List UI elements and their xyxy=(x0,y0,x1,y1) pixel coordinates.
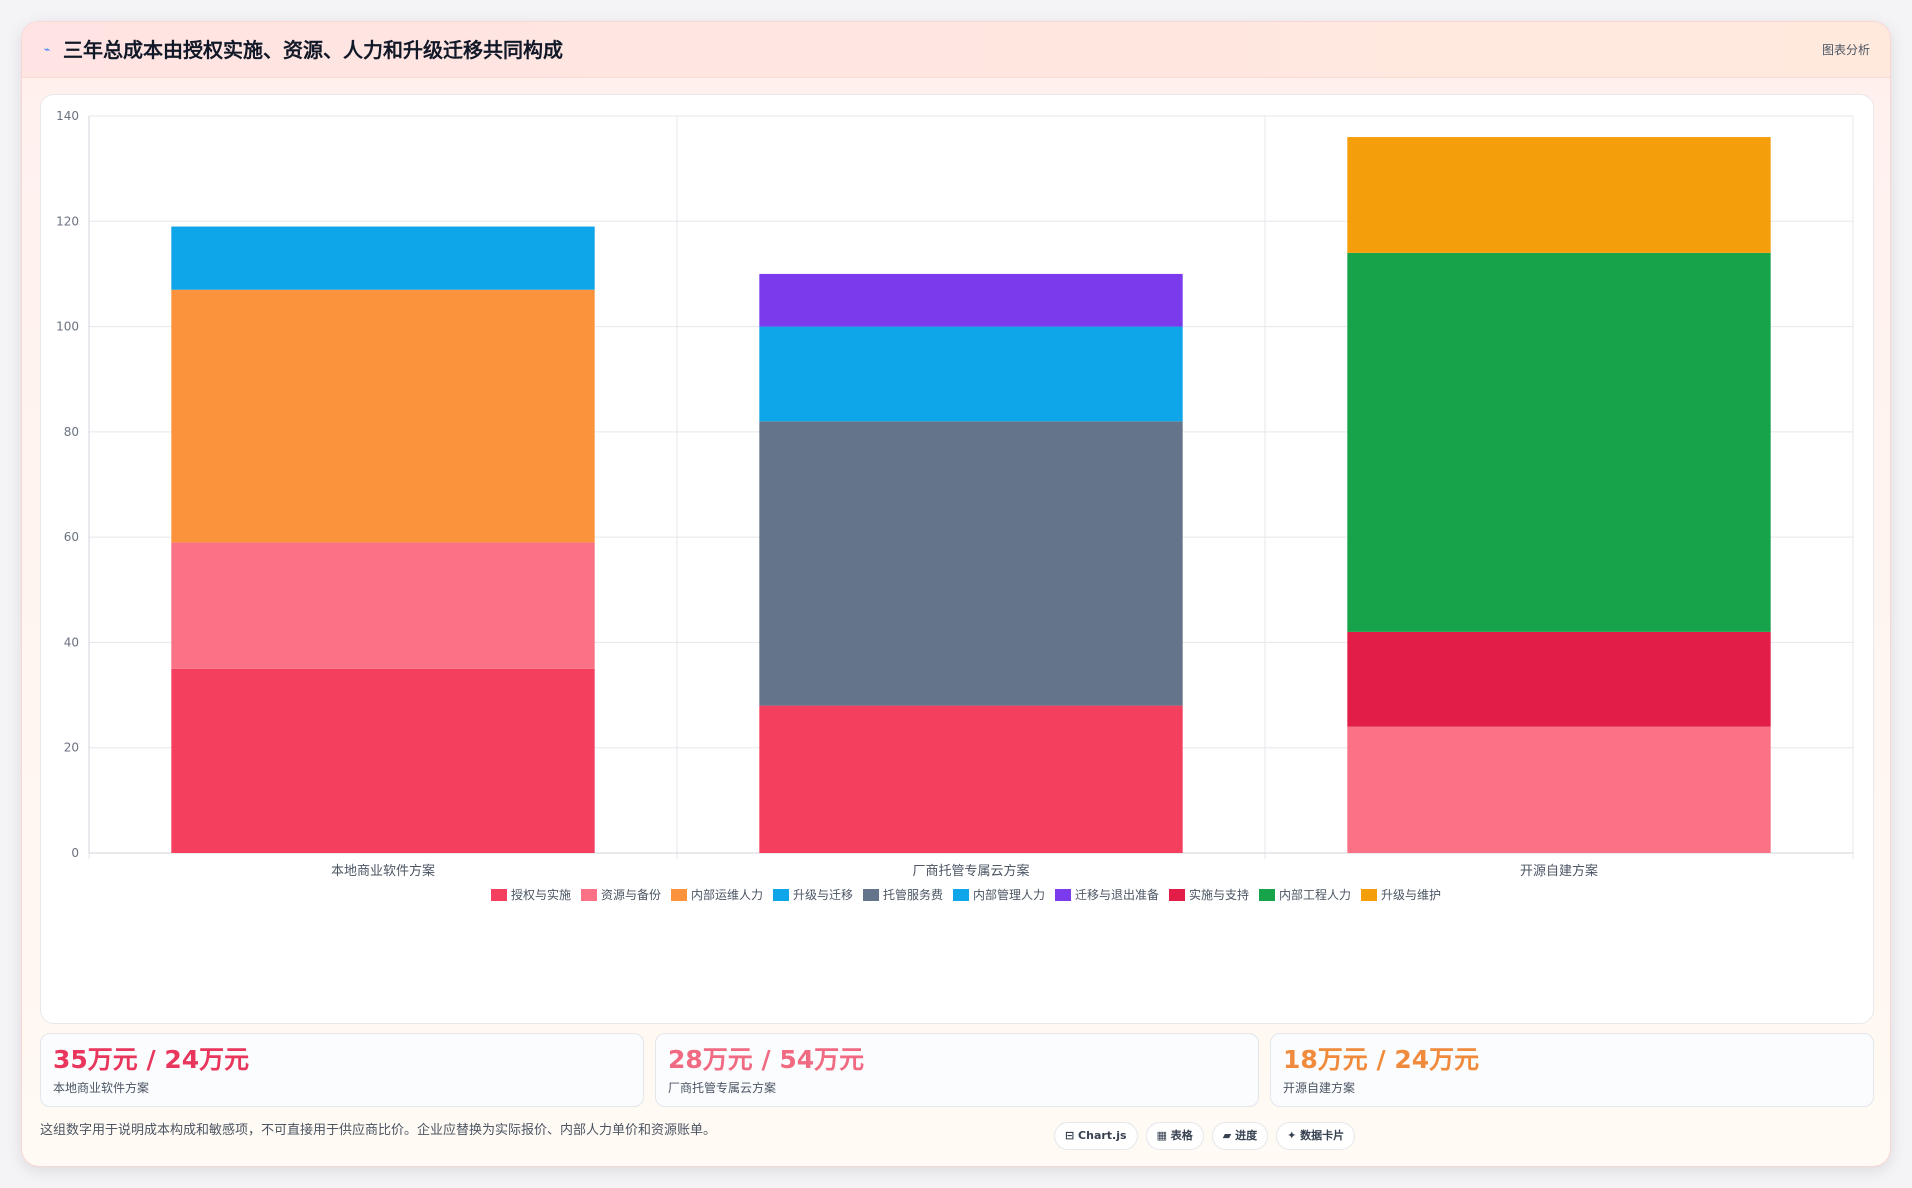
legend-label: 内部运维人力 xyxy=(691,887,763,902)
legend-label: 内部管理人力 xyxy=(973,887,1045,902)
chart-icon: ⌁ xyxy=(43,43,51,56)
stacked-bar-chart: 0 20 40 60 80 100 120 140 本地商业软件方案 厂商托管专属云方案 开源自建方… xyxy=(56,109,1854,902)
x-tick-label: 开源自建方案 xyxy=(1520,863,1598,879)
bar-segment xyxy=(171,289,595,543)
tool-chips: ⊟ Chart.js ▦ 表格 ▰ 进度 ✦ 数据卡片 xyxy=(1054,1122,1356,1150)
kpi-card-2: 28万元 / 54万元 厂商托管专属云方案 xyxy=(655,1033,1259,1107)
card-header: ⌁ 三年总成本由授权实施、资源、人力和升级迁移共同构成 图表分析 xyxy=(22,22,1890,78)
bar-segment xyxy=(759,273,1183,327)
y-tick-label: 100 xyxy=(56,320,79,334)
legend-label: 升级与维护 xyxy=(1381,888,1441,902)
bar-segment xyxy=(171,668,595,853)
legend-label: 实施与支持 xyxy=(1189,887,1249,902)
footnote: 这组数字用于说明成本构成和敏感项，不可直接用于供应商比价。企业应替换为实际报价、… xyxy=(40,1123,717,1138)
bar-segment xyxy=(1347,631,1771,727)
legend-label: 托管服务费 xyxy=(883,887,943,902)
dashboard-card: ⌁ 三年总成本由授权实施、资源、人力和升级迁移共同构成 图表分析 0 20 40 60… xyxy=(21,21,1891,1167)
kpi-row: 35万元 / 24万元 本地商业软件方案 28万元 / 54万元 厂商托管专属云… xyxy=(40,1033,1874,1107)
legend-swatch xyxy=(581,889,597,901)
legend-swatch xyxy=(1055,889,1071,901)
bar-segment xyxy=(1347,252,1771,632)
y-tick-label: 120 xyxy=(56,214,79,228)
legend-swatch xyxy=(773,889,789,901)
bar-segment xyxy=(759,705,1183,853)
legend-swatch xyxy=(491,889,507,901)
legend-swatch xyxy=(1361,889,1377,901)
page-title: 三年总成本由授权实施、资源、人力和升级迁移共同构成 xyxy=(63,38,563,62)
kpi-value: 35万元 / 24万元 xyxy=(53,1045,250,1074)
bar-segment xyxy=(759,326,1183,422)
chartjs-chip[interactable]: ⊟ Chart.js xyxy=(1054,1122,1138,1150)
y-tick-label: 20 xyxy=(64,741,79,755)
legend-label: 迁移与退出准备 xyxy=(1075,888,1159,902)
legend-swatch xyxy=(671,889,687,901)
y-tick-label: 0 xyxy=(71,846,79,860)
data-card-chip[interactable]: ✦ 数据卡片 xyxy=(1276,1122,1356,1150)
bar-segment xyxy=(1347,726,1771,853)
progress-chip[interactable]: ▰ 进度 xyxy=(1211,1122,1269,1150)
legend-label: 资源与备份 xyxy=(601,888,661,902)
bar-segment xyxy=(171,226,595,290)
bar-segment xyxy=(759,421,1183,706)
legend-swatch xyxy=(953,889,969,901)
kpi-label: 本地商业软件方案 xyxy=(53,1081,150,1095)
kpi-label: 开源自建方案 xyxy=(1283,1081,1356,1095)
y-tick-label: 80 xyxy=(64,425,79,439)
header-tag: 图表分析 xyxy=(1821,43,1870,57)
legend-swatch xyxy=(863,889,879,901)
legend-label: 升级与迁移 xyxy=(793,888,853,902)
legend-label: 内部工程人力 xyxy=(1279,887,1351,902)
table-chip[interactable]: ▦ 表格 xyxy=(1145,1122,1204,1150)
legend-swatch xyxy=(1169,889,1185,901)
kpi-label: 厂商托管专属云方案 xyxy=(668,1081,777,1095)
bar-segment xyxy=(1347,137,1771,253)
kpi-card-1: 35万元 / 24万元 本地商业软件方案 xyxy=(40,1033,644,1107)
y-tick-label: 60 xyxy=(64,530,79,544)
kpi-card-3: 18万元 / 24万元 开源自建方案 xyxy=(1270,1033,1874,1107)
bar-segment xyxy=(171,542,595,669)
x-tick-label: 厂商托管专属云方案 xyxy=(912,863,1029,879)
x-tick-label: 本地商业软件方案 xyxy=(331,863,435,879)
kpi-value: 28万元 / 54万元 xyxy=(668,1045,865,1074)
y-tick-label: 40 xyxy=(64,635,79,649)
kpi-value: 18万元 / 24万元 xyxy=(1283,1045,1480,1074)
y-tick-label: 140 xyxy=(56,109,79,123)
legend-label: 授权与实施 xyxy=(511,887,571,902)
chart-panel: 0 20 40 60 80 100 120 140 本地商业软件方案 厂商托管专属云方案 开源自建方… xyxy=(40,94,1874,1024)
legend-swatch xyxy=(1259,889,1275,901)
